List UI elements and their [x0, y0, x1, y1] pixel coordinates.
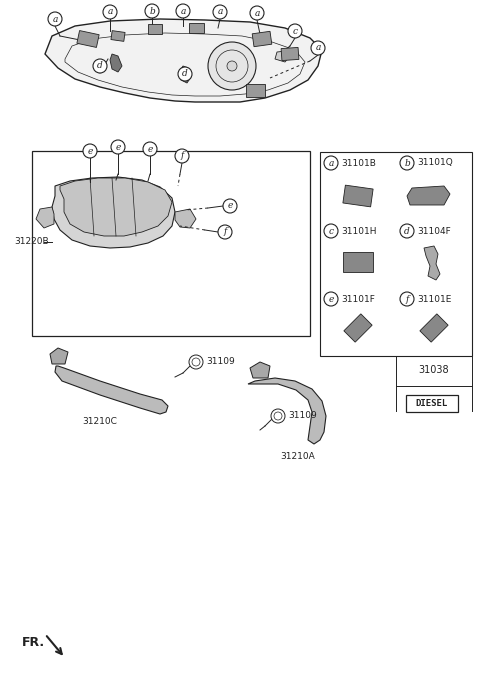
- Text: f: f: [180, 151, 184, 161]
- Text: 31104F: 31104F: [417, 226, 451, 235]
- Polygon shape: [77, 31, 99, 47]
- Polygon shape: [281, 47, 299, 61]
- Text: a: a: [180, 7, 186, 16]
- Circle shape: [93, 59, 107, 73]
- Circle shape: [288, 24, 302, 38]
- Text: 31101E: 31101E: [417, 295, 451, 304]
- Polygon shape: [189, 23, 204, 33]
- Circle shape: [175, 149, 189, 163]
- FancyBboxPatch shape: [32, 151, 310, 336]
- Text: 31109: 31109: [206, 358, 235, 367]
- Circle shape: [400, 224, 414, 238]
- Text: a: a: [108, 8, 113, 16]
- Text: a: a: [217, 8, 223, 16]
- Text: 31101B: 31101B: [341, 159, 376, 168]
- Text: d: d: [404, 226, 410, 235]
- FancyBboxPatch shape: [320, 152, 472, 356]
- Circle shape: [400, 156, 414, 170]
- Polygon shape: [343, 252, 373, 272]
- Circle shape: [176, 4, 190, 18]
- Text: a: a: [328, 159, 334, 168]
- Circle shape: [83, 144, 97, 158]
- Circle shape: [103, 5, 117, 19]
- Text: 31038: 31038: [419, 365, 449, 375]
- Polygon shape: [45, 19, 322, 102]
- Circle shape: [324, 224, 338, 238]
- Text: 31220B: 31220B: [14, 237, 48, 246]
- Text: e: e: [228, 202, 233, 211]
- Circle shape: [324, 156, 338, 170]
- Text: e: e: [147, 144, 153, 153]
- Text: 31101H: 31101H: [341, 226, 376, 235]
- Circle shape: [208, 42, 256, 90]
- Polygon shape: [245, 83, 264, 96]
- Circle shape: [143, 142, 157, 156]
- Text: c: c: [292, 27, 298, 36]
- Circle shape: [48, 12, 62, 26]
- Text: 31101Q: 31101Q: [417, 159, 453, 168]
- Circle shape: [111, 140, 125, 154]
- Circle shape: [213, 5, 227, 19]
- Text: f: f: [223, 228, 227, 237]
- Text: b: b: [404, 159, 410, 168]
- Text: c: c: [328, 226, 334, 235]
- Polygon shape: [420, 314, 448, 342]
- Text: d: d: [97, 62, 103, 70]
- Text: b: b: [149, 7, 155, 16]
- Polygon shape: [252, 31, 272, 47]
- Circle shape: [250, 6, 264, 20]
- Text: DIESEL: DIESEL: [416, 399, 448, 408]
- Polygon shape: [55, 366, 168, 414]
- Text: e: e: [328, 295, 334, 304]
- Polygon shape: [275, 51, 290, 62]
- Polygon shape: [248, 378, 326, 444]
- Text: a: a: [315, 44, 321, 53]
- Circle shape: [223, 199, 237, 213]
- Polygon shape: [110, 54, 122, 72]
- Text: a: a: [52, 14, 58, 23]
- Polygon shape: [179, 66, 191, 83]
- Circle shape: [324, 292, 338, 306]
- Polygon shape: [60, 178, 172, 236]
- Circle shape: [271, 409, 285, 423]
- Polygon shape: [343, 185, 373, 207]
- Polygon shape: [52, 177, 175, 248]
- Circle shape: [218, 225, 232, 239]
- Text: f: f: [405, 295, 408, 304]
- Text: d: d: [182, 70, 188, 79]
- Text: FR.: FR.: [22, 635, 45, 648]
- Polygon shape: [175, 209, 196, 228]
- Polygon shape: [344, 314, 372, 342]
- Polygon shape: [407, 186, 450, 205]
- Polygon shape: [36, 207, 54, 228]
- Text: 31109: 31109: [288, 412, 317, 421]
- Polygon shape: [111, 31, 125, 41]
- Text: e: e: [87, 146, 93, 155]
- Circle shape: [178, 67, 192, 81]
- Polygon shape: [250, 362, 270, 378]
- Circle shape: [400, 292, 414, 306]
- Circle shape: [311, 41, 325, 55]
- Text: 31210A: 31210A: [281, 452, 315, 461]
- Text: 31210C: 31210C: [83, 417, 118, 426]
- Polygon shape: [50, 348, 68, 364]
- Circle shape: [227, 61, 237, 71]
- Polygon shape: [148, 24, 162, 34]
- Text: a: a: [254, 8, 260, 18]
- Polygon shape: [424, 246, 440, 280]
- Circle shape: [145, 4, 159, 18]
- Circle shape: [189, 355, 203, 369]
- Text: 31101F: 31101F: [341, 295, 375, 304]
- Text: e: e: [115, 142, 120, 151]
- FancyBboxPatch shape: [406, 395, 458, 412]
